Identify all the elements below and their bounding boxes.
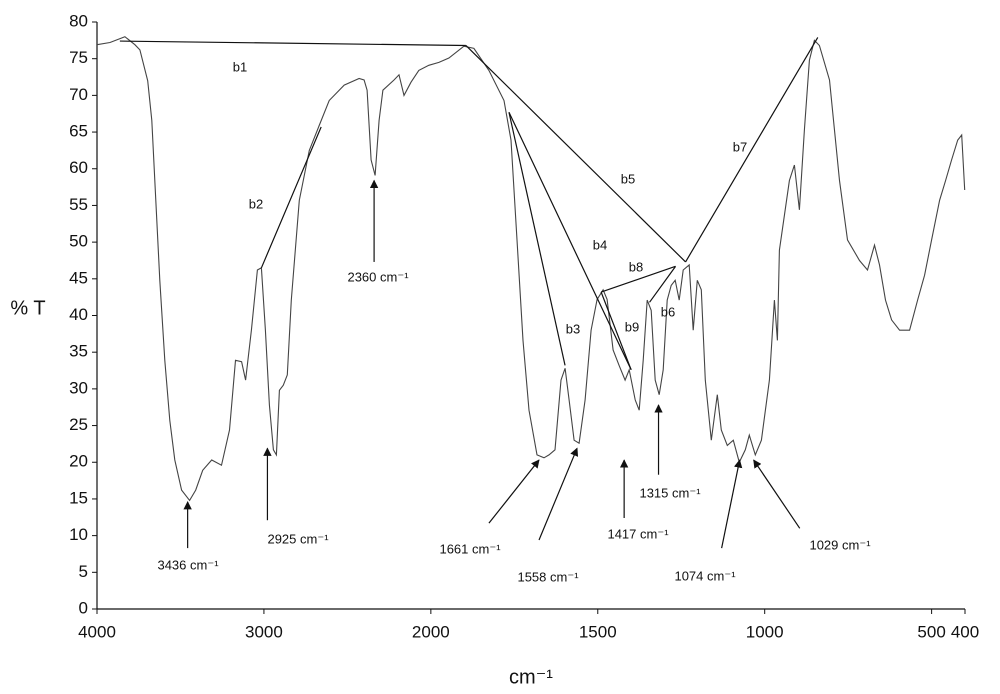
baseline xyxy=(685,37,819,263)
x-tick-label: 1500 xyxy=(579,622,617,641)
y-tick-label: 30 xyxy=(69,378,88,397)
y-tick-label: 70 xyxy=(69,85,88,104)
x-tick-label: 2000 xyxy=(412,622,450,641)
y-tick-label: 15 xyxy=(69,488,88,507)
baseline xyxy=(465,45,686,263)
baseline-label: b2 xyxy=(249,196,263,211)
y-tick-label: 65 xyxy=(69,122,88,141)
baseline xyxy=(508,112,566,366)
spectrum-line xyxy=(96,36,966,502)
y-tick-label: 55 xyxy=(69,195,88,214)
peak-arrow xyxy=(721,459,743,549)
baseline xyxy=(600,291,632,371)
y-tick-label: 0 xyxy=(79,598,88,617)
peak-label: 1661 cm⁻¹ xyxy=(439,541,501,556)
baseline-label: b9 xyxy=(625,319,639,334)
x-tick-label: 500 xyxy=(917,622,945,641)
y-tick-label: 35 xyxy=(69,342,88,361)
baseline xyxy=(508,111,632,371)
peak-label: 1558 cm⁻¹ xyxy=(517,569,579,584)
baseline-label: b7 xyxy=(733,139,747,154)
peak-label: 3436 cm⁻¹ xyxy=(157,557,219,572)
y-tick-label: 40 xyxy=(69,305,88,324)
baseline-label: b1 xyxy=(233,59,247,74)
peak-label: 1074 cm⁻¹ xyxy=(674,568,736,583)
baseline-label: b6 xyxy=(661,304,675,319)
y-tick-label: 10 xyxy=(69,525,88,544)
peak-label: 1417 cm⁻¹ xyxy=(607,526,669,541)
y-tick-label: 5 xyxy=(79,562,88,581)
baseline-label: b8 xyxy=(629,259,643,274)
peak-label: 2360 cm⁻¹ xyxy=(347,269,409,284)
y-tick-label: 60 xyxy=(69,158,88,177)
baseline xyxy=(600,265,676,293)
baseline xyxy=(260,126,322,269)
y-tick-label: 80 xyxy=(69,11,88,30)
y-axis-title: % T xyxy=(10,297,45,319)
baseline-label: b4 xyxy=(593,237,607,252)
x-tick-label: 1000 xyxy=(746,622,784,641)
peak-arrow xyxy=(538,447,579,541)
y-tick-label: 45 xyxy=(69,268,88,287)
x-axis-title: cm⁻¹ xyxy=(509,666,553,688)
x-tick-label: 400 xyxy=(951,622,979,641)
y-tick-label: 20 xyxy=(69,452,88,471)
peak-label: 2925 cm⁻¹ xyxy=(267,531,329,546)
peak-arrow xyxy=(753,459,801,529)
x-tick-label: 4000 xyxy=(78,622,116,641)
baseline-label: b3 xyxy=(566,321,580,336)
y-tick-label: 50 xyxy=(69,232,88,251)
x-tick-label: 3000 xyxy=(245,622,283,641)
peak-label: 1315 cm⁻¹ xyxy=(639,485,701,500)
baseline xyxy=(119,40,466,47)
peak-label: 1029 cm⁻¹ xyxy=(809,537,871,552)
baseline xyxy=(649,265,677,303)
y-tick-label: 25 xyxy=(69,415,88,434)
baseline-label: b5 xyxy=(621,171,635,186)
y-tick-label: 75 xyxy=(69,48,88,67)
peak-arrow xyxy=(488,459,540,524)
